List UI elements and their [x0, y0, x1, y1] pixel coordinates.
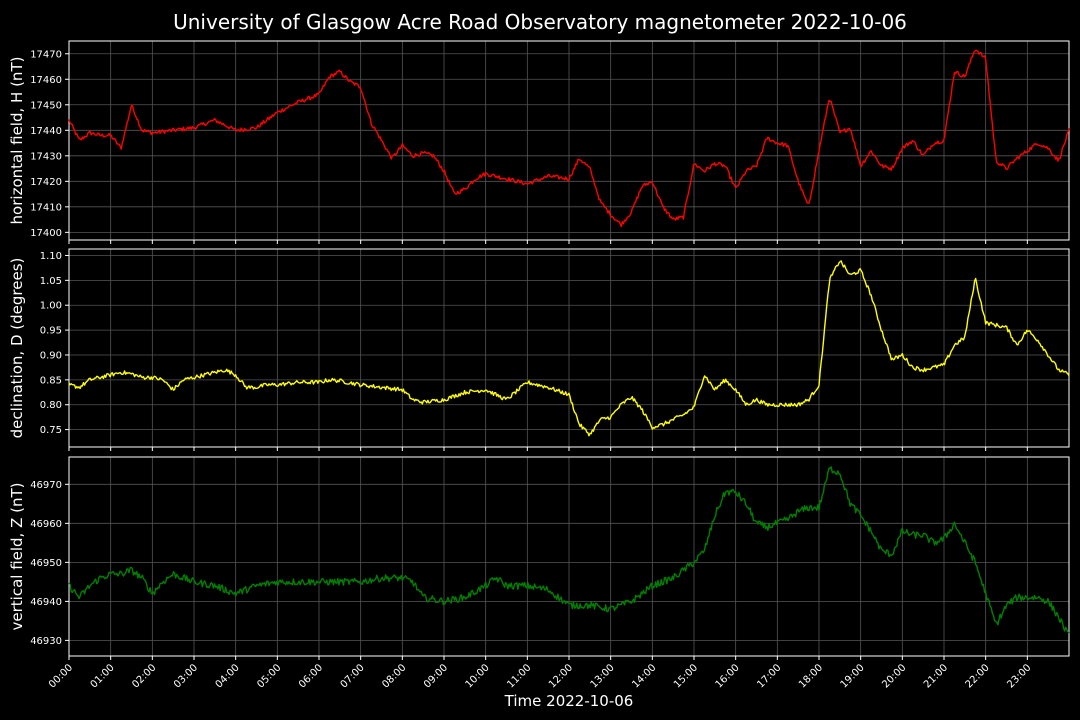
y-tick-label: 17400: [30, 228, 62, 239]
panel-frame: [68, 248, 1070, 448]
panel-frame: [68, 40, 1070, 241]
y-tick-label: 46940: [30, 597, 62, 608]
y-tick-label: 46930: [30, 636, 62, 647]
y-tick-label: 0.80: [40, 400, 62, 411]
panel-2: 0.75 0.80 0.85 0.90 0.95 1.00 1.05 1.10 declinat…: [8, 248, 1070, 451]
y-tick-label: 0.75: [40, 425, 62, 436]
y-tick-label: 1.05: [40, 276, 62, 287]
y-tick-label: 46970: [30, 480, 62, 491]
y-tick-label: 1.00: [40, 301, 62, 312]
y-tick-label: 17430: [30, 151, 62, 162]
y-axis-label: horizontal field, H (nT): [8, 57, 26, 225]
chart-title: University of Glasgow Acre Road Observat…: [173, 10, 907, 34]
y-axis-label: declination, D (degrees): [8, 258, 26, 439]
series-line: [68, 260, 1070, 437]
y-axis-label: vertical field, Z (nT): [8, 482, 26, 630]
y-tick-label: 17450: [30, 100, 62, 111]
series-line: [68, 466, 1070, 634]
y-tick-label: 17420: [30, 177, 62, 188]
y-tick-label: 17440: [30, 126, 62, 137]
panel-3: 46930 46940 46950 46960 46970 vertical field,…: [8, 456, 1070, 660]
y-tick-label: 0.95: [40, 326, 62, 337]
y-tick-label: 0.85: [40, 375, 62, 386]
series-line: [68, 49, 1070, 228]
y-tick-label: 46950: [30, 558, 62, 569]
y-tick-label: 46960: [30, 519, 62, 530]
y-tick-label: 17460: [30, 75, 62, 86]
y-tick-label: 1.10: [40, 251, 62, 262]
x-axis-label: Time 2022-10-06: [504, 692, 634, 710]
y-tick-label: 17410: [30, 202, 62, 213]
y-tick-label: 17470: [30, 49, 62, 60]
panel-frame: [68, 456, 1070, 657]
panel-1: 17400 17410 17420 17430 17440 17450 17460 17470…: [8, 40, 1070, 244]
y-tick-label: 0.90: [40, 350, 62, 361]
